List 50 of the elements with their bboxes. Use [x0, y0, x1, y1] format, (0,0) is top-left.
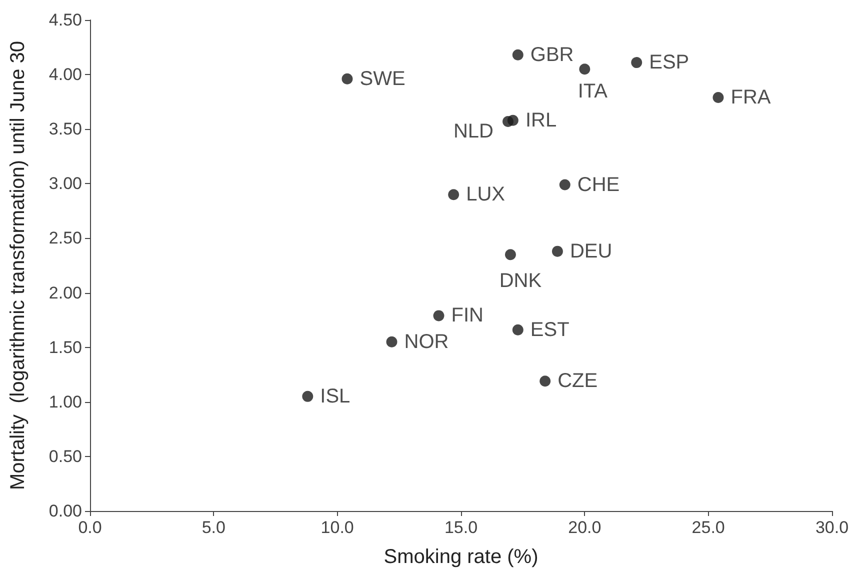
- data-label: FIN: [451, 304, 484, 327]
- point: [552, 246, 563, 257]
- point: [512, 324, 524, 336]
- x-tick-label: 30.0: [815, 518, 849, 537]
- x-tick-label: 15.0: [444, 518, 478, 537]
- y-tick-label: 0.50: [48, 446, 82, 466]
- point: [504, 249, 516, 260]
- y-axis-title: Mortality (logarithmic transformation) until June 30: [7, 40, 29, 490]
- x-tick-label: 5.0: [202, 518, 226, 537]
- data-label: EST: [530, 318, 570, 341]
- data-label: ISL: [320, 385, 350, 408]
- point: [579, 64, 590, 75]
- y-tick-label: 0.00: [48, 502, 82, 520]
- data-label: ESP: [649, 52, 690, 74]
- data-label: SWE: [360, 68, 406, 90]
- point: [433, 310, 444, 322]
- point: [512, 49, 524, 60]
- y-tick-label: 4.00: [48, 65, 82, 84]
- data-label: CHE: [577, 174, 620, 196]
- point: [712, 92, 724, 103]
- x-tick-label: 25.0: [692, 518, 725, 537]
- point: [507, 114, 518, 126]
- point: [631, 57, 642, 68]
- data-label: CZE: [558, 370, 598, 392]
- y-tick-label: 3.00: [48, 174, 82, 194]
- data-label: FRA: [730, 86, 772, 108]
- point: [559, 179, 570, 190]
- data-label: DEU: [570, 240, 612, 262]
- y-tick-label: 2.00: [48, 283, 82, 302]
- point: [448, 189, 460, 200]
- y-tick-label: 1.50: [48, 338, 82, 357]
- data-label: IRL: [525, 109, 557, 132]
- data-label: GBR: [530, 44, 574, 66]
- data-label: NOR: [404, 330, 449, 353]
- point: [342, 73, 353, 84]
- x-tick-label: 20.0: [568, 518, 602, 537]
- x-tick-label: 10.0: [320, 518, 354, 537]
- point: [386, 336, 398, 348]
- data-label: NLD: [453, 120, 494, 142]
- x-tick-label: 0.0: [78, 518, 102, 537]
- data-label: ITA: [578, 80, 608, 103]
- point: [540, 376, 551, 387]
- data-label: DNK: [499, 270, 542, 292]
- data-label: LUX: [466, 184, 505, 206]
- x-axis-title: Smoking rate (%): [384, 546, 538, 568]
- y-tick-label: 2.50: [48, 228, 82, 248]
- y-tick-label: 4.50: [48, 10, 82, 30]
- y-tick-label: 3.50: [48, 120, 82, 139]
- point: [302, 390, 314, 402]
- y-tick-label: 1.00: [48, 392, 82, 412]
